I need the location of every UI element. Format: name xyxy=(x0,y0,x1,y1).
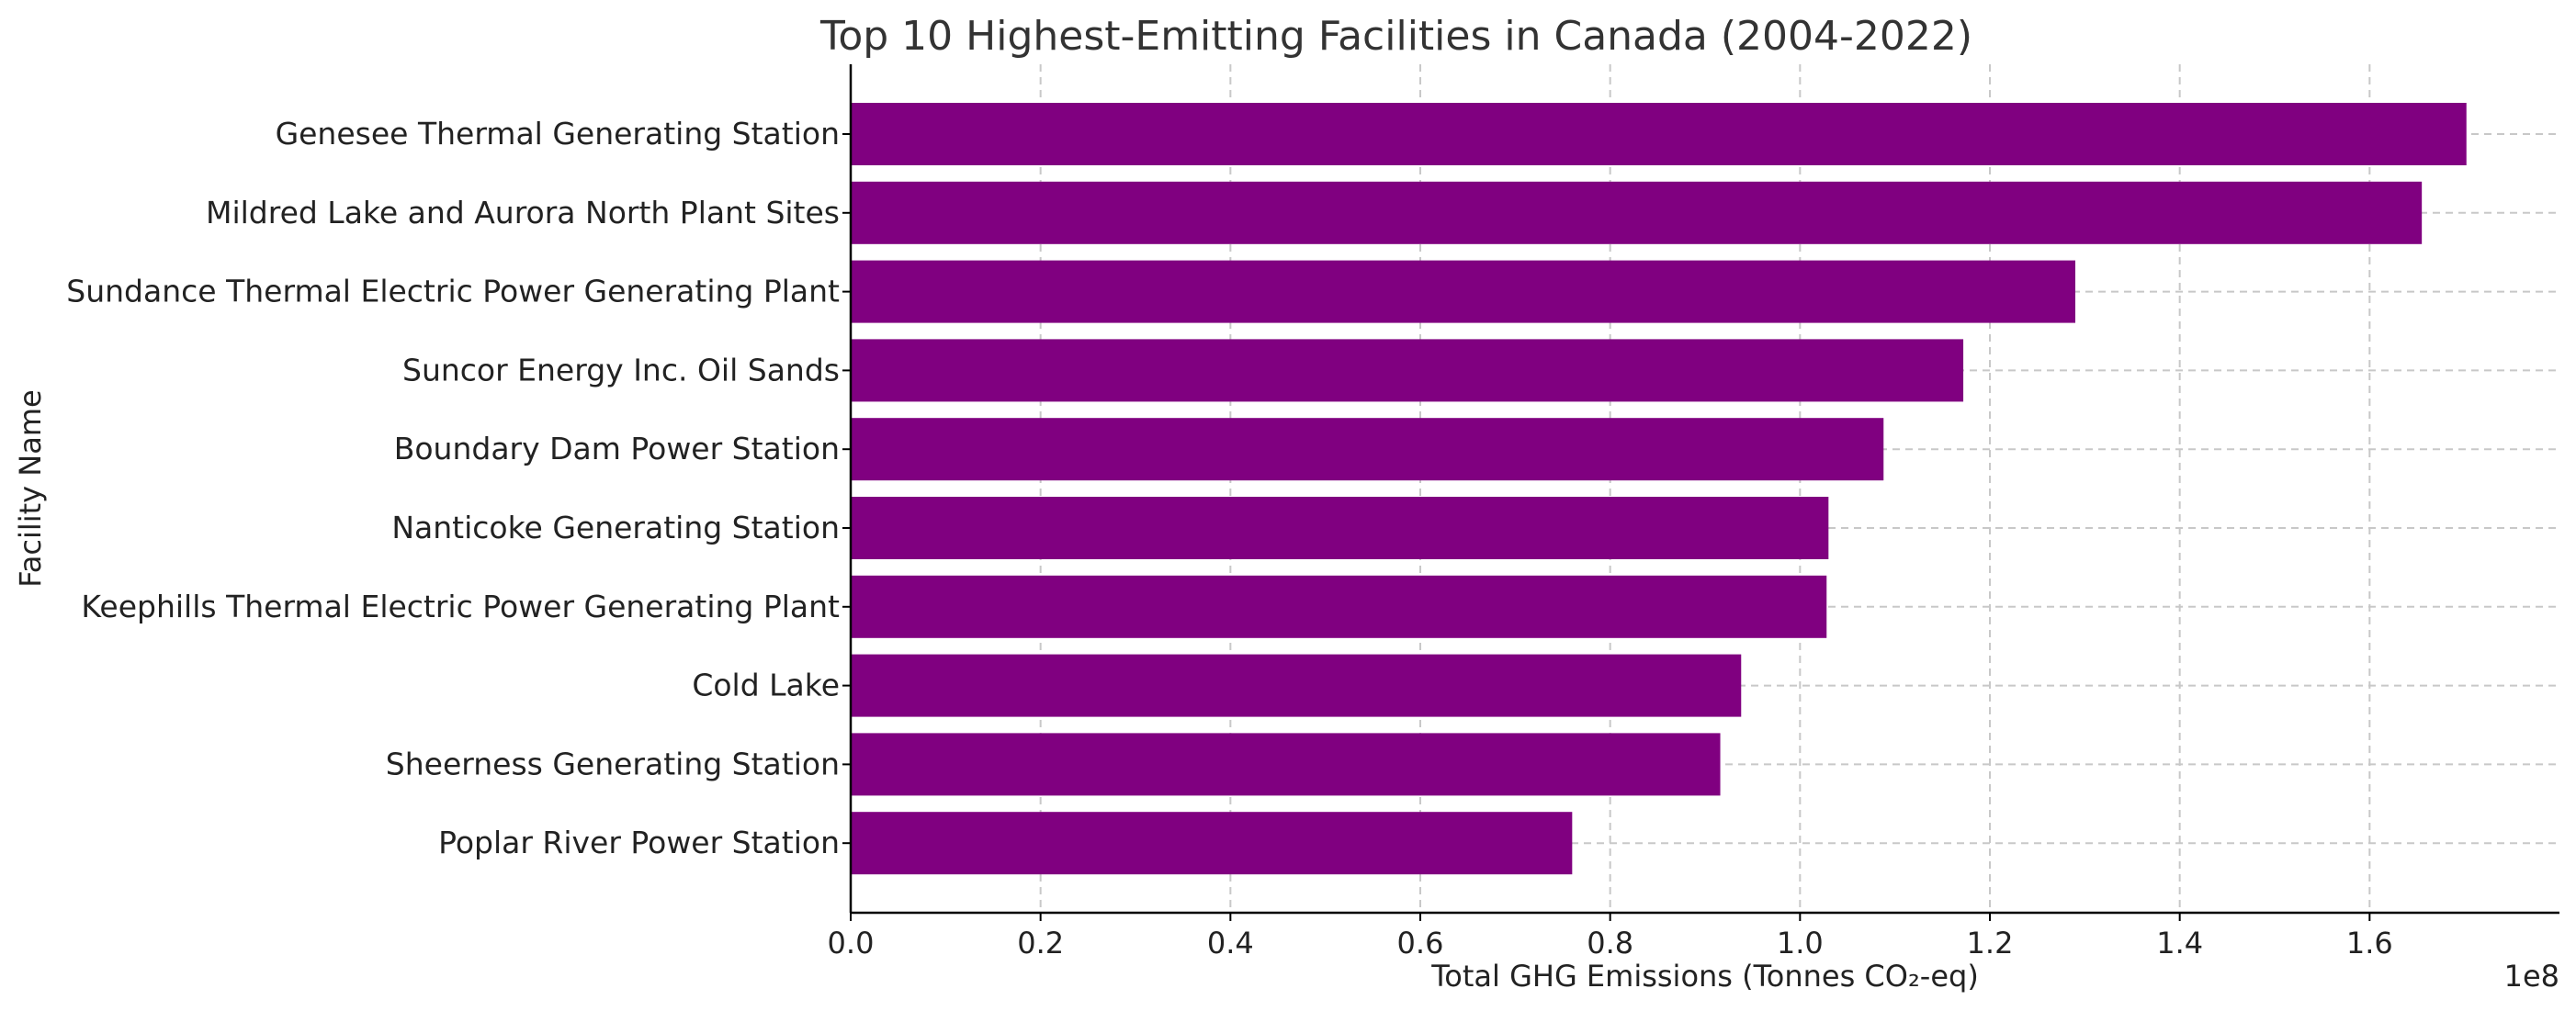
x-tick-label: 0.6 xyxy=(1397,926,1444,960)
x-tick-label: 1.0 xyxy=(1777,926,1824,960)
x-tick-label: 0.0 xyxy=(828,926,875,960)
category-label: Mildred Lake and Aurora North Plant Site… xyxy=(206,195,840,230)
category-label: Suncor Energy Inc. Oil Sands xyxy=(402,352,840,388)
bar xyxy=(851,339,1964,402)
bar xyxy=(851,260,2075,323)
bar xyxy=(851,418,1884,481)
x-tick-label: 1.6 xyxy=(2346,926,2393,960)
category-label: Sheerness Generating Station xyxy=(386,746,840,781)
bar xyxy=(851,575,1827,638)
x-tick-label: 0.8 xyxy=(1587,926,1633,960)
x-ticks: 0.0 0.2 0.4 0.6 0.8 1.0 1.2 1.4 1.6 xyxy=(828,913,2393,960)
y-axis-label: Facility Name xyxy=(13,389,48,587)
x-scale-label: 1e8 xyxy=(2504,959,2559,994)
bars xyxy=(851,103,2467,875)
category-label: Poplar River Power Station xyxy=(438,825,840,860)
bar xyxy=(851,103,2467,165)
x-tick-label: 1.2 xyxy=(1967,926,2014,960)
bar xyxy=(851,181,2423,244)
chart-title: Top 10 Highest-Emitting Facilities in Ca… xyxy=(819,13,1972,60)
bar xyxy=(851,654,1742,717)
category-label: Genesee Thermal Generating Station xyxy=(276,116,840,152)
bar xyxy=(851,812,1573,875)
x-axis-label: Total GHG Emissions (Tonnes CO₂-eq) xyxy=(1430,959,1979,994)
category-label: Nanticoke Generating Station xyxy=(391,510,840,545)
x-tick-label: 1.4 xyxy=(2156,926,2203,960)
category-label: Boundary Dam Power Station xyxy=(394,431,840,466)
bar xyxy=(851,733,1721,796)
category-label: Keephills Thermal Electric Power Generat… xyxy=(81,589,840,624)
category-label: Sundance Thermal Electric Power Generati… xyxy=(66,274,840,309)
x-tick-label: 0.2 xyxy=(1017,926,1064,960)
category-labels: Genesee Thermal Generating Station Mildre… xyxy=(66,116,851,860)
category-label: Cold Lake xyxy=(692,668,840,703)
x-tick-label: 0.4 xyxy=(1207,926,1254,960)
bar xyxy=(851,497,1829,559)
